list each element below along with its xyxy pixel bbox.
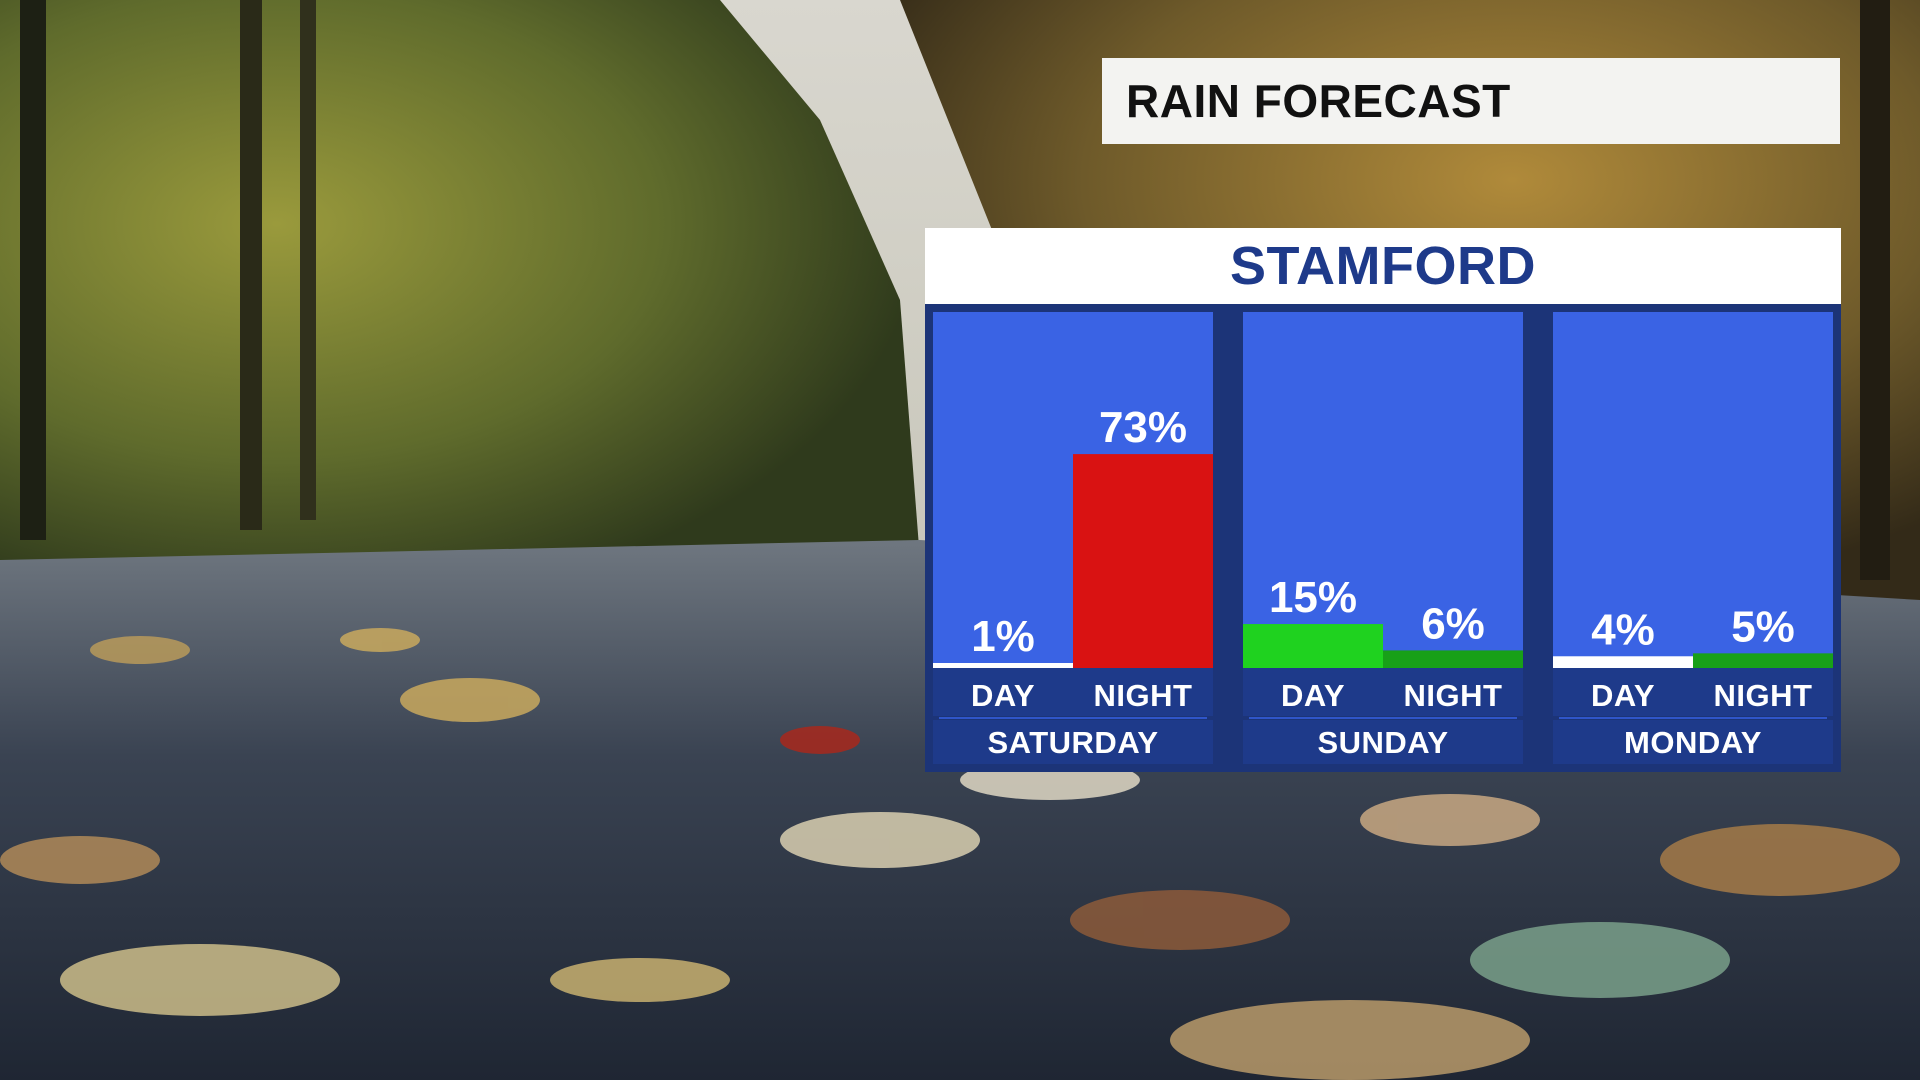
period-label-monday-day: DAY: [1591, 678, 1655, 713]
value-label-monday-night: 5%: [1731, 602, 1795, 651]
day-label-saturday: SATURDAY: [987, 725, 1158, 760]
period-strip-monday: [1553, 668, 1833, 716]
rain-chance-chart: 1% DAY 73% NIGHT SATURDAY 15% DAY 6% NIGHT SUNDAY…: [925, 304, 1841, 772]
period-label-sunday-night: NIGHT: [1404, 678, 1503, 713]
bar-saturday-day: [933, 663, 1073, 668]
day-label-sunday: SUNDAY: [1317, 725, 1448, 760]
day-label-monday: MONDAY: [1624, 725, 1762, 760]
plot-area-sunday: [1243, 312, 1523, 668]
period-strip-sunday: [1243, 668, 1523, 716]
value-label-sunday-night: 6%: [1421, 599, 1485, 648]
bar-saturday-night: [1073, 454, 1213, 668]
period-label-saturday-night: NIGHT: [1094, 678, 1193, 713]
bar-sunday-day: [1243, 624, 1383, 668]
day-strip-saturday: [933, 720, 1213, 764]
location-header: STAMFORD: [925, 228, 1841, 304]
bar-monday-night: [1693, 653, 1833, 668]
period-label-monday-night: NIGHT: [1714, 678, 1813, 713]
forecast-title: RAIN FORECAST: [1126, 75, 1511, 127]
day-strip-sunday: [1243, 720, 1523, 764]
value-label-monday-day: 4%: [1591, 605, 1655, 654]
period-label-sunday-day: DAY: [1281, 678, 1345, 713]
chart-canvas: 1% DAY 73% NIGHT SATURDAY 15% DAY 6% NIGHT SUNDAY…: [933, 312, 1833, 764]
period-label-saturday-day: DAY: [971, 678, 1035, 713]
value-label-sunday-day: 15%: [1269, 573, 1357, 622]
bar-sunday-night: [1383, 650, 1523, 668]
period-strip-saturday: [933, 668, 1213, 716]
location-name: STAMFORD: [1230, 236, 1536, 296]
value-label-saturday-day: 1%: [971, 612, 1035, 661]
day-strip-monday: [1553, 720, 1833, 764]
forecast-title-banner: RAIN FORECAST: [1102, 58, 1840, 144]
value-label-saturday-night: 73%: [1099, 403, 1187, 452]
bar-monday-day: [1553, 656, 1693, 668]
plot-area-monday: [1553, 312, 1833, 668]
